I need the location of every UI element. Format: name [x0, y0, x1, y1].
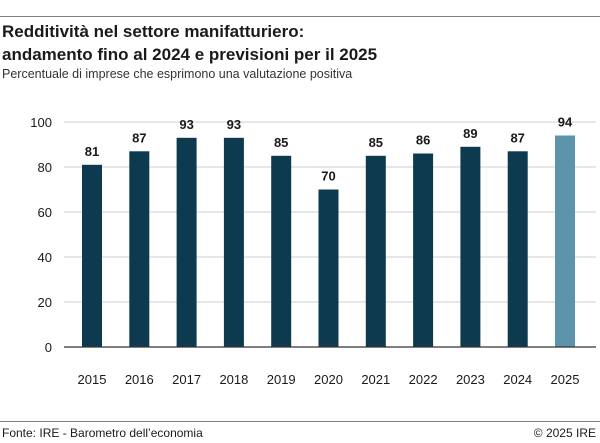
- chart-title-line-2: andamento fino al 2024 e previsioni per …: [2, 45, 378, 64]
- data-label-2023: 89: [463, 126, 477, 141]
- y-tick-label: 0: [45, 340, 52, 355]
- data-label-2020: 70: [321, 169, 335, 184]
- bar-2016: [129, 151, 150, 348]
- data-label-2025: 94: [558, 115, 573, 130]
- y-tick-label: 20: [38, 295, 52, 310]
- bar-2017: [176, 137, 197, 348]
- top-rule: [0, 16, 600, 17]
- bottom-rule: [0, 421, 600, 422]
- x-tick-label-2019: 2019: [267, 372, 296, 387]
- data-label-2024: 87: [510, 130, 524, 145]
- source-note: Fonte: IRE - Barometro dell’economia: [2, 426, 203, 440]
- bar-2025: [555, 135, 575, 347]
- y-tick-label: 40: [38, 250, 52, 265]
- x-tick-label-2020: 2020: [314, 372, 343, 387]
- x-tick-label-2016: 2016: [125, 372, 154, 387]
- data-label-2015: 81: [85, 144, 99, 159]
- chart-title-line-1: Redditività nel settore manifatturiero:: [2, 22, 305, 41]
- y-tick-label: 80: [38, 160, 52, 175]
- data-label-2016: 87: [132, 130, 146, 145]
- x-tick-label-2025: 2025: [551, 372, 580, 387]
- chart-title: Redditività nel settore manifatturiero: …: [2, 20, 592, 66]
- x-tick-label-2018: 2018: [219, 372, 248, 387]
- bar-2018: [223, 137, 244, 348]
- bar-2024: [507, 151, 528, 348]
- bar-2019: [271, 155, 292, 348]
- bar-2022: [413, 153, 434, 347]
- copyright-note: © 2025 IRE: [533, 426, 596, 440]
- data-label-2021: 85: [369, 135, 383, 150]
- data-label-2019: 85: [274, 135, 288, 150]
- data-label-2022: 86: [416, 133, 430, 148]
- chart-subtitle: Percentuale di imprese che esprimono una…: [2, 67, 353, 81]
- y-tick-label: 100: [30, 115, 52, 130]
- bar-2021: [365, 155, 386, 348]
- bar-2015: [82, 164, 102, 348]
- data-label-2018: 93: [227, 117, 241, 132]
- bar-2023: [460, 146, 481, 348]
- y-tick-label: 60: [38, 205, 52, 220]
- x-tick-label-2022: 2022: [409, 372, 438, 387]
- data-label-2017: 93: [179, 117, 193, 132]
- x-tick-label-2015: 2015: [78, 372, 107, 387]
- x-tick-label-2021: 2021: [361, 372, 390, 387]
- x-tick-label-2023: 2023: [456, 372, 485, 387]
- x-tick-label-2017: 2017: [172, 372, 201, 387]
- bar-2020: [318, 189, 339, 347]
- x-tick-label-2024: 2024: [503, 372, 532, 387]
